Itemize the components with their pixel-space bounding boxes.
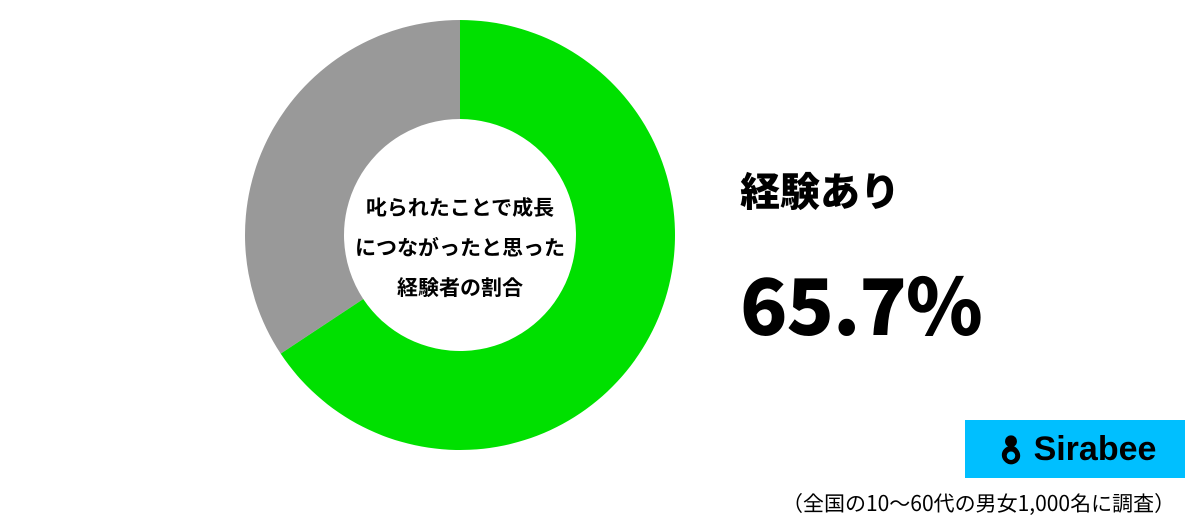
- sirabee-logo: Sirabee: [965, 420, 1185, 478]
- stage: 叱られたことで成長 につながったと思った 経験者の割合 経験あり 65.7% S…: [0, 0, 1200, 522]
- result-value: 65.7%: [740, 246, 982, 358]
- survey-caption: （全国の10〜60代の男女1,000名に調査）: [782, 488, 1175, 518]
- sirabee-logo-text: Sirabee: [1034, 430, 1157, 469]
- center-line-1: 叱られたことで成長: [344, 187, 576, 227]
- sirabee-logo-icon: [994, 432, 1028, 466]
- donut-center-label: 叱られたことで成長 につながったと思った 経験者の割合: [344, 187, 576, 307]
- result-block: 経験あり 65.7%: [740, 160, 982, 358]
- center-line-3: 経験者の割合: [344, 267, 576, 307]
- center-line-2: につながったと思った: [344, 227, 576, 267]
- result-label: 経験あり: [740, 160, 982, 218]
